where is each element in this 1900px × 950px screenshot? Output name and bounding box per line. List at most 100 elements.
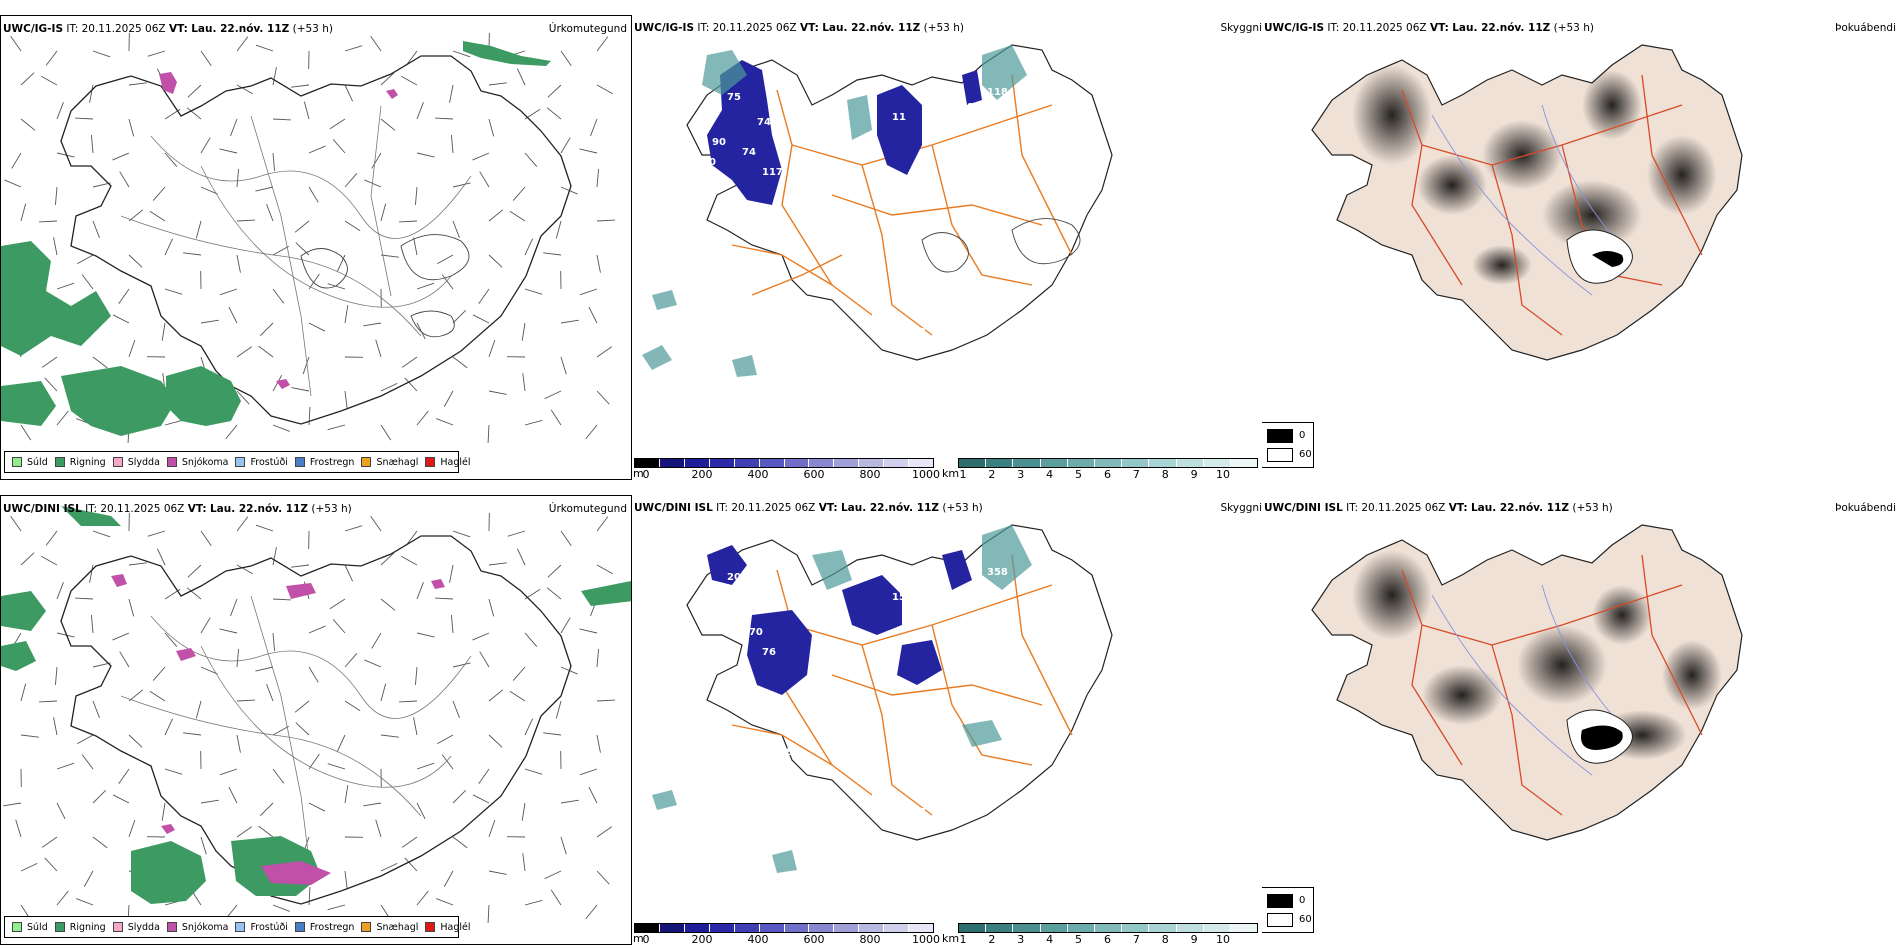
colorbar-step xyxy=(1040,459,1068,467)
wind-barb xyxy=(487,424,490,443)
wind-barb xyxy=(112,314,130,324)
colorbar-step xyxy=(959,924,987,932)
ceiling-value-label: 12 xyxy=(772,267,786,278)
wind-barb xyxy=(236,699,255,702)
legend-label: 60 xyxy=(1299,449,1312,460)
panel-header: UWC/DINI ISL IT: 20.11.2025 06Z VT: Lau.… xyxy=(634,502,983,514)
wind-barb xyxy=(327,424,346,431)
wind-barb xyxy=(236,254,241,273)
wind-barb xyxy=(156,548,166,566)
wind-barb xyxy=(54,666,58,685)
wind-barb xyxy=(200,666,218,675)
wind-barb xyxy=(272,768,285,784)
wind-barb xyxy=(128,209,144,222)
wind-barb xyxy=(416,410,429,426)
colorbar-tick: 8 xyxy=(1161,933,1169,945)
wind-barb xyxy=(380,424,392,441)
wind-barb xyxy=(272,152,276,171)
wind-barb xyxy=(183,732,202,736)
colorbar-step xyxy=(1149,924,1177,932)
precip-type-legend: Súld Rigning Slydda Snjókoma Frostúði Fr… xyxy=(4,451,471,473)
wind-barb xyxy=(164,768,183,775)
wind-barb xyxy=(416,582,424,600)
colorbar-tick: 4 xyxy=(1046,468,1054,480)
wind-barb xyxy=(452,700,460,718)
wind-barb xyxy=(56,282,75,290)
wind-barb xyxy=(437,734,454,745)
valid-time-label: VT: xyxy=(799,22,819,34)
wind-barb xyxy=(399,700,418,703)
wind-barb xyxy=(81,754,94,770)
wind-barb xyxy=(452,530,471,538)
wind-barb xyxy=(92,789,107,804)
wind-barb xyxy=(443,870,454,887)
colorbar-step xyxy=(1122,924,1150,932)
wind-barb xyxy=(39,700,58,703)
wind-barb xyxy=(118,288,130,305)
wind-barb xyxy=(380,254,399,258)
wind-barb xyxy=(112,152,130,161)
ceiling-colorbar xyxy=(634,458,934,468)
ceiling-value-label: 74 xyxy=(757,117,771,128)
colorbar-tick: 8 xyxy=(1161,468,1169,480)
wind-barb xyxy=(128,82,147,86)
wind-barb xyxy=(416,282,435,290)
wind-barb xyxy=(230,598,238,616)
wind-barb xyxy=(20,72,35,86)
wind-barb xyxy=(452,182,471,188)
wind-barb xyxy=(53,237,58,256)
wind-barb xyxy=(225,424,238,440)
wind-barb xyxy=(452,309,467,324)
visibility-colorbar xyxy=(958,458,1258,468)
field-name: Þokuábendi xyxy=(1835,502,1896,514)
legend-item-snow-grains: Snæhagl xyxy=(361,457,418,468)
valid-time-label: VT: xyxy=(1429,22,1449,34)
wind-barb xyxy=(380,598,396,611)
wind-barb xyxy=(20,552,35,566)
wind-barb xyxy=(488,339,496,358)
wind-barb xyxy=(405,530,418,546)
colorbar-step xyxy=(1013,459,1041,467)
panel-header: UWC/IG-IS IT: 20.11.2025 06Z VT: Lau. 22… xyxy=(3,23,333,35)
wind-barb xyxy=(112,632,130,641)
wind-barb xyxy=(596,870,610,885)
wind-barb xyxy=(596,36,609,52)
wind-barb xyxy=(370,515,382,532)
init-time: IT: 20.11.2025 06Z xyxy=(697,22,797,34)
colorbar-step xyxy=(734,459,760,467)
wind-barb xyxy=(327,763,346,770)
ceiling-value-label: 75 xyxy=(727,92,741,103)
colorbar-step xyxy=(986,459,1014,467)
ceiling-ticks: 0 200 400 600 800 1000 xyxy=(643,468,941,480)
valid-time: Lau. 22.nóv. 11Z xyxy=(191,23,290,35)
wind-barb xyxy=(550,409,562,426)
colorbar-step xyxy=(1067,459,1095,467)
iceland-cloud-map-bottom: 205 134 170 76 111 107 212 358 115 155 173 322 138 93… xyxy=(652,524,1113,873)
wind-barb xyxy=(414,186,418,205)
legend-item-rain: Rigning xyxy=(54,457,106,468)
ceiling-unit: m xyxy=(633,467,644,480)
wind-barb xyxy=(371,632,382,649)
wind-barb xyxy=(272,375,283,392)
ceiling-value-label: 50 xyxy=(827,142,841,153)
wind-barb xyxy=(452,836,468,849)
wind-barb xyxy=(195,700,202,719)
wind-barb xyxy=(401,356,418,368)
valid-time: Lau. 22.nóv. 11Z xyxy=(822,22,921,34)
wind-barb xyxy=(488,689,504,702)
colorbar-step xyxy=(1149,459,1177,467)
precip-type-map-bottom: UWC/DINI ISL IT: 20.11.2025 06Z VT: Lau.… xyxy=(0,495,632,945)
legend-item-freezing-rain: Frostregn xyxy=(294,457,354,468)
wind-barb xyxy=(449,564,454,583)
wind-barb xyxy=(236,169,240,188)
ceiling-unit: m xyxy=(633,932,644,945)
colorbar-step xyxy=(684,924,710,932)
wind-barb xyxy=(92,50,111,58)
init-time: IT: 20.11.2025 06Z xyxy=(85,503,185,515)
wind-barb xyxy=(112,794,130,804)
colorbar-tick: 600 xyxy=(803,468,825,480)
wind-barb xyxy=(364,659,382,668)
ceiling-value-label: 80 xyxy=(702,157,716,168)
colorbar-step xyxy=(809,924,835,932)
wind-barb xyxy=(416,762,435,770)
